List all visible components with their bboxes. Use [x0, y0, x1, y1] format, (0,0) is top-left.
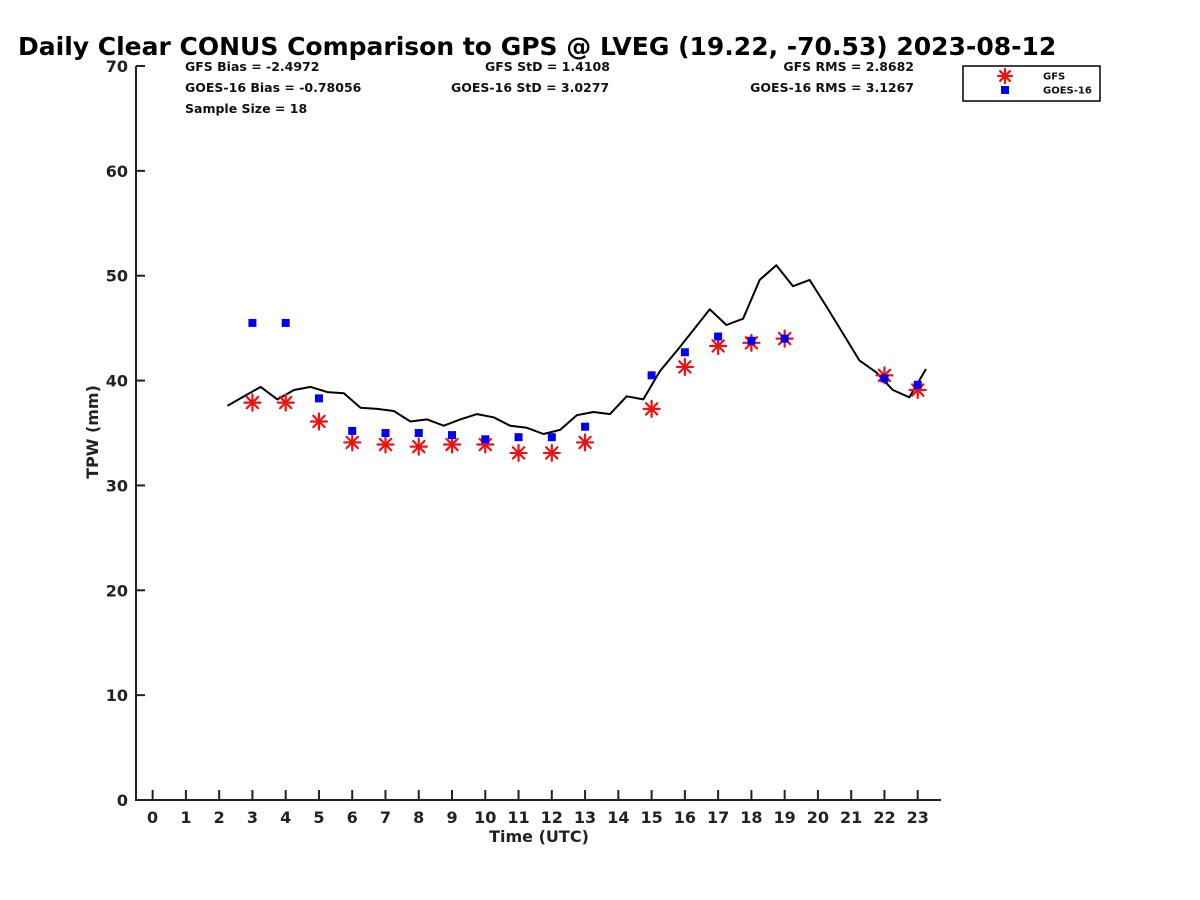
- x-tick-label: 16: [674, 808, 696, 827]
- y-tick-label: 60: [106, 162, 128, 181]
- series-gps: [227, 264, 927, 435]
- gfs-point: [675, 357, 694, 377]
- gfs-point: [542, 443, 561, 463]
- goes-16-point: [514, 433, 523, 442]
- x-axis-ticks: 0 1 2 3 4 5 6 7 8 9 10 11 12 13 14 15 16 17 18 19 20 21 22 23: [147, 790, 929, 827]
- goes-16-point: [714, 332, 723, 341]
- gfs-rms-stat: GFS RMS = 2.8682: [783, 59, 914, 74]
- data-series: [227, 264, 927, 463]
- sample-size-stat: Sample Size = 18: [185, 101, 307, 116]
- series-goes-16: [248, 318, 922, 444]
- x-tick-label: 2: [214, 808, 225, 827]
- gfs-point: [509, 443, 528, 463]
- x-tick-label: 22: [873, 808, 895, 827]
- x-tick-label: 7: [380, 808, 391, 827]
- x-tick-label: 1: [180, 808, 191, 827]
- x-tick-label: 4: [280, 808, 291, 827]
- legend: GFS GOES-16: [962, 65, 1101, 102]
- x-tick-label: 23: [907, 808, 929, 827]
- x-axis-label: Time (UTC): [489, 827, 589, 846]
- x-tick-label: 6: [347, 808, 358, 827]
- goes-16-point: [448, 431, 457, 440]
- goes-16-point: [547, 433, 556, 442]
- y-axis-label: TPW (mm): [83, 385, 102, 479]
- gfs-point: [376, 435, 395, 454]
- x-tick-label: 12: [541, 808, 563, 827]
- y-tick-label: 20: [106, 581, 128, 600]
- y-tick-label: 30: [106, 476, 128, 495]
- gfs-point: [709, 336, 728, 356]
- y-tick-label: 0: [117, 791, 128, 810]
- gfs-point: [442, 435, 462, 454]
- goes-16-point: [314, 394, 323, 403]
- gps-line: [227, 264, 927, 435]
- goes-16-point: [913, 380, 922, 389]
- x-tick-label: 10: [474, 808, 496, 827]
- legend-label: GFS: [1043, 72, 1065, 83]
- stats-annotations: GFS Bias = -2.4972 GFS StD = 1.4108 GFS …: [185, 59, 914, 116]
- chart-title: Daily Clear CONUS Comparison to GPS @ LV…: [18, 32, 1056, 61]
- x-tick-label: 21: [840, 808, 862, 827]
- goes-16-point: [481, 435, 490, 444]
- goes-std-stat: GOES-16 StD = 3.0277: [451, 80, 609, 95]
- y-tick-label: 10: [106, 686, 128, 705]
- y-tick-label: 40: [106, 372, 128, 391]
- x-tick-label: 20: [807, 808, 829, 827]
- x-tick-label: 13: [574, 808, 596, 827]
- axes: [135, 66, 941, 801]
- legend-items: GFS GOES-16: [996, 67, 1092, 97]
- goes-16-point: [348, 426, 357, 435]
- x-tick-label: 15: [640, 808, 662, 827]
- gfs-bias-stat: GFS Bias = -2.4972: [185, 59, 319, 74]
- legend-gfs-marker: [996, 67, 1014, 85]
- y-axis-ticks: 0 10 20 30 40 50 60 70: [106, 57, 145, 810]
- goes-16-point: [680, 348, 689, 357]
- gfs-point: [575, 433, 595, 452]
- gfs-point: [243, 393, 262, 412]
- x-tick-label: 11: [507, 808, 529, 827]
- y-tick-label: 70: [106, 57, 128, 76]
- goes-16-point: [381, 429, 390, 437]
- goes-16-point: [747, 336, 756, 345]
- goes-rms-stat: GOES-16 RMS = 3.1267: [750, 80, 914, 95]
- goes-16-point: [414, 429, 423, 437]
- goes-16-point: [780, 334, 789, 343]
- gfs-point: [409, 437, 428, 456]
- gfs-point: [642, 399, 661, 418]
- x-tick-label: 18: [740, 808, 762, 827]
- gfs-point: [276, 393, 295, 412]
- goes-16-point: [281, 318, 290, 327]
- x-tick-label: 0: [147, 808, 158, 827]
- goes-16-point: [581, 422, 590, 431]
- goes-16-point: [248, 318, 257, 327]
- goes-16-point: [880, 374, 889, 383]
- legend-box: [962, 65, 1101, 102]
- y-tick-label: 50: [106, 267, 128, 286]
- gfs-point: [309, 412, 329, 431]
- goes-bias-stat: GOES-16 Bias = -0.78056: [185, 80, 362, 95]
- x-tick-label: 8: [413, 808, 424, 827]
- legend-goes-16-marker: [1001, 86, 1009, 94]
- x-tick-label: 9: [446, 808, 457, 827]
- goes-16-point: [647, 371, 656, 380]
- x-tick-label: 19: [774, 808, 796, 827]
- x-tick-label: 14: [607, 808, 629, 827]
- gfs-point: [343, 433, 362, 452]
- x-tick-label: 5: [313, 808, 324, 827]
- x-tick-label: 17: [707, 808, 729, 827]
- x-tick-label: 3: [247, 808, 258, 827]
- legend-label: GOES-16: [1043, 86, 1092, 97]
- gfs-std-stat: GFS StD = 1.4108: [485, 59, 610, 74]
